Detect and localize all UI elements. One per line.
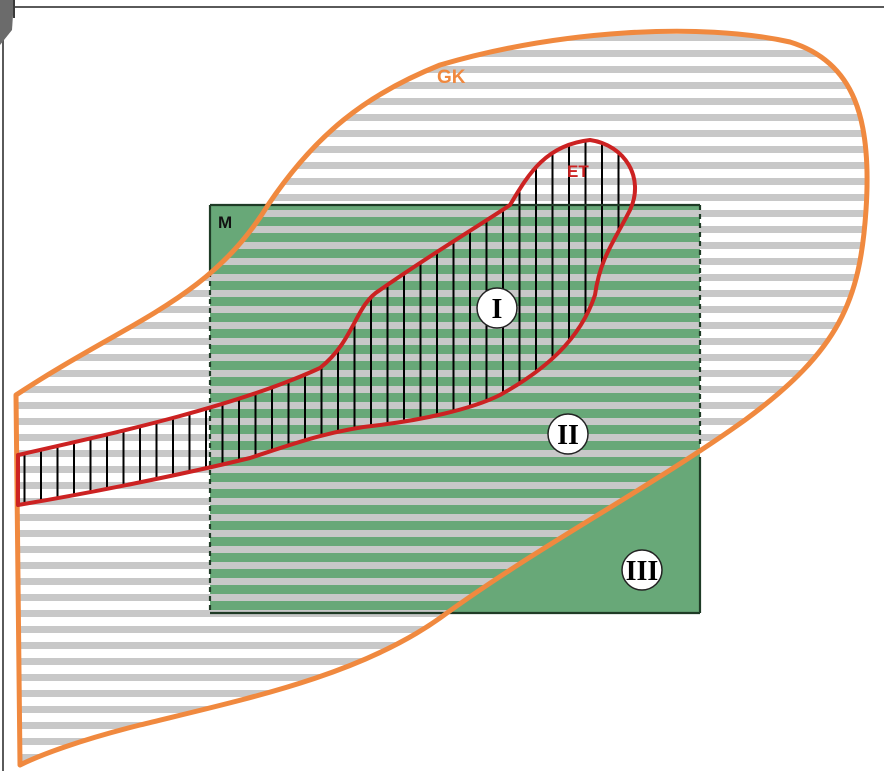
et-label: ET <box>567 162 589 181</box>
m-label: M <box>218 213 232 232</box>
region-1-label: I <box>492 294 503 325</box>
region-2-label: II <box>557 420 579 451</box>
region-3-marker: III <box>621 549 663 591</box>
frame-corner-mark <box>0 0 14 45</box>
region-3-label: III <box>626 556 659 587</box>
region-2-marker: II <box>547 413 589 455</box>
gk-label: GK <box>437 67 466 88</box>
m-border <box>208 203 702 615</box>
region-1-marker: I <box>476 287 518 329</box>
